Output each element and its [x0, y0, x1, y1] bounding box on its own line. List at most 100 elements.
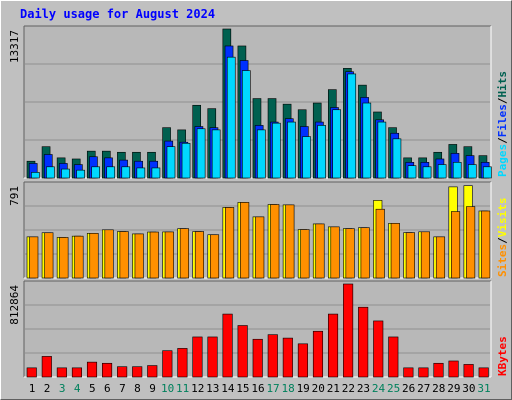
x-tick-label: 9	[149, 382, 156, 395]
bar-sites	[330, 226, 340, 279]
bar-pages	[437, 164, 447, 179]
y-max-label: 812864	[8, 285, 21, 325]
x-tick-label: 27	[417, 382, 430, 395]
bar-kbytes	[177, 348, 188, 378]
bar-kbytes	[222, 313, 233, 378]
legend: Sites/Visits	[496, 198, 509, 278]
bar-sites	[315, 223, 325, 279]
chart-title: Daily usage for August 2024	[20, 7, 215, 21]
bar-kbytes	[327, 313, 339, 378]
bar-sites	[466, 206, 476, 279]
legend: KBytes	[496, 336, 509, 376]
bar-sites	[435, 236, 446, 279]
bar-kbytes	[388, 336, 399, 378]
bar-sites	[164, 231, 174, 279]
x-tick-label: 24	[372, 382, 386, 395]
bar-kbytes	[237, 325, 248, 378]
bar-sites	[390, 223, 400, 279]
bar-pages	[136, 167, 146, 179]
bar-kbytes	[403, 367, 414, 378]
bar-sites	[451, 211, 461, 279]
bar-pages	[332, 109, 341, 179]
legend-entry: Visits	[496, 198, 509, 238]
bar-sites	[240, 202, 250, 279]
bar-sites	[285, 204, 295, 279]
bar-sites	[420, 231, 430, 279]
bar-sites	[405, 232, 415, 279]
x-tick-label: 8	[134, 382, 141, 395]
bar-pages	[106, 166, 116, 179]
bar-kbytes	[343, 283, 354, 378]
bar-pages	[272, 122, 281, 179]
bar-kbytes	[102, 362, 113, 378]
x-tick-label: 28	[432, 382, 445, 395]
bar-pages	[483, 166, 492, 179]
bar-kbytes	[448, 360, 459, 378]
bar-pages	[181, 143, 191, 179]
legend-entry: Pages	[496, 144, 509, 177]
bar-kbytes	[86, 361, 98, 378]
x-tick-label: 10	[161, 382, 174, 395]
x-tick-label: 26	[402, 382, 415, 395]
bar-kbytes	[267, 334, 278, 378]
bar-pages	[422, 166, 432, 179]
bar-sites	[104, 229, 114, 279]
bar-kbytes	[478, 367, 489, 378]
bar-sites	[345, 228, 355, 279]
legend-entry: Sites	[496, 244, 509, 277]
bar-kbytes	[26, 367, 37, 378]
bar-kbytes	[71, 367, 82, 378]
bar-pages	[257, 129, 266, 179]
bar-sites	[74, 235, 84, 279]
bar-sites	[59, 237, 69, 279]
legend-entry: KBytes	[496, 336, 509, 376]
bar-sites	[44, 232, 54, 279]
panel-kbytes: 812864 KBytes	[8, 280, 509, 378]
bar-kbytes	[41, 356, 52, 378]
bar-pages	[211, 129, 221, 179]
bar-sites	[255, 216, 265, 279]
x-tick-label: 3	[59, 382, 66, 395]
bar-pages	[302, 136, 311, 179]
bar-pages	[452, 162, 462, 179]
bar-pages	[61, 168, 70, 179]
bar-kbytes	[433, 362, 444, 378]
x-tick-label: 2	[44, 382, 51, 395]
bar-sites	[194, 231, 205, 279]
bar-kbytes	[312, 330, 324, 378]
bar-sites	[375, 208, 385, 279]
bar-kbytes	[297, 343, 308, 378]
x-tick-label: 31	[477, 382, 490, 395]
x-tick-label: 4	[74, 382, 81, 395]
bar-sites	[149, 231, 159, 279]
panel-visits-sites: 791 Sites/Visits	[8, 181, 509, 279]
x-tick-label: 23	[357, 382, 370, 395]
bar-pages	[317, 125, 326, 179]
x-tick-label: 11	[176, 382, 189, 395]
bar-kbytes	[252, 338, 263, 378]
bar-pages	[347, 73, 357, 179]
bar-pages	[76, 169, 85, 179]
bar-pages	[166, 146, 176, 179]
bar-kbytes	[282, 337, 293, 378]
x-tick-label: 7	[119, 382, 126, 395]
bar-kbytes	[358, 306, 369, 378]
bar-kbytes	[56, 367, 67, 378]
bar-sites	[300, 229, 310, 279]
bar-sites	[360, 227, 370, 279]
bar-pages	[407, 165, 417, 179]
bar-pages	[121, 166, 131, 179]
x-tick-label: 6	[104, 382, 111, 395]
legend-entry: Files	[496, 104, 509, 137]
bar-sites	[225, 207, 235, 279]
bar-sites	[209, 234, 220, 279]
bar-pages	[46, 166, 55, 179]
bar-kbytes	[117, 366, 128, 378]
bar-sites	[29, 236, 39, 279]
x-tick-label: 25	[387, 382, 400, 395]
bar-sites	[119, 231, 129, 279]
bar-kbytes	[162, 350, 173, 378]
x-tick-label: 20	[312, 382, 325, 395]
legend-entry: /	[496, 97, 509, 104]
